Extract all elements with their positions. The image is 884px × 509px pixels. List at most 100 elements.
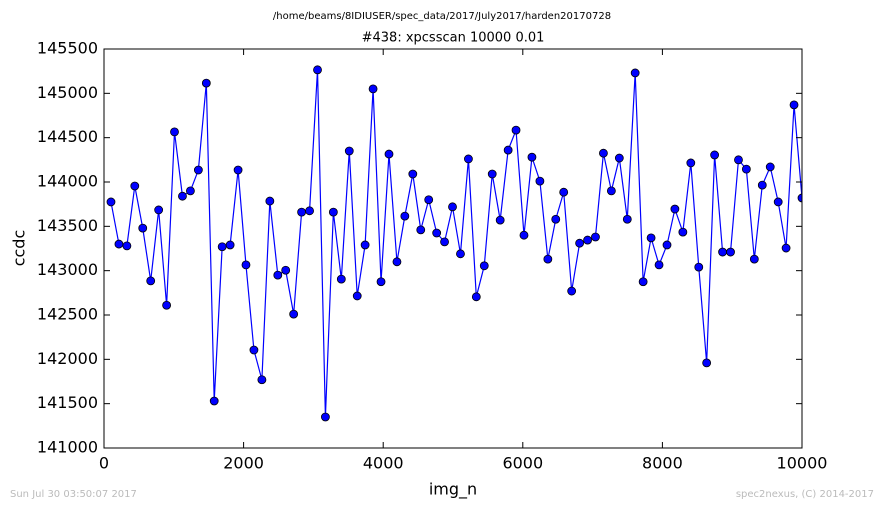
x-tick-label: 8000 — [642, 454, 683, 473]
marker — [376, 277, 386, 287]
marker — [201, 78, 211, 88]
marker — [718, 247, 727, 257]
marker — [424, 195, 434, 205]
marker — [138, 223, 148, 233]
marker — [368, 84, 378, 94]
marker — [122, 241, 132, 251]
marker — [336, 274, 346, 284]
marker — [257, 375, 267, 385]
marker — [193, 165, 203, 175]
marker — [432, 228, 442, 238]
marker — [702, 358, 712, 368]
marker — [352, 291, 362, 301]
chart-title: #438: xpcsscan 10000 0.01 — [362, 31, 545, 46]
marker — [694, 262, 704, 272]
marker — [249, 345, 259, 355]
marker — [281, 265, 291, 275]
marker — [273, 270, 283, 280]
marker — [741, 164, 751, 174]
marker — [630, 68, 640, 78]
marker — [519, 230, 529, 240]
marker — [146, 276, 156, 286]
y-tick-label: 144000 — [37, 172, 98, 191]
footer-left: Sun Jul 30 03:50:07 2017 — [10, 489, 137, 500]
marker — [511, 125, 521, 135]
marker — [662, 240, 672, 250]
marker — [686, 158, 696, 168]
marker — [448, 202, 457, 212]
marker — [765, 162, 775, 172]
marker — [408, 169, 418, 179]
marker — [503, 145, 513, 155]
marker — [384, 149, 394, 159]
x-tick-label: 4000 — [363, 454, 404, 473]
marker — [575, 238, 585, 248]
marker — [114, 239, 124, 249]
marker — [225, 240, 235, 250]
marker — [241, 260, 251, 270]
plot-area — [106, 65, 802, 422]
marker — [646, 233, 656, 243]
marker — [678, 227, 688, 237]
y-axis-label: ccdc — [10, 230, 29, 267]
y-tick-label: 145000 — [37, 83, 98, 102]
marker — [591, 232, 600, 242]
marker — [781, 243, 791, 253]
x-axis-label: img_n — [429, 480, 477, 500]
marker — [527, 152, 537, 162]
marker — [360, 240, 370, 250]
marker — [757, 180, 767, 190]
marker — [471, 292, 481, 302]
y-tick-label: 145500 — [37, 39, 98, 58]
marker — [638, 277, 648, 287]
marker — [559, 187, 569, 197]
y-tick-label: 142500 — [37, 305, 98, 324]
marker — [289, 309, 299, 319]
marker — [456, 249, 465, 259]
marker — [614, 153, 624, 163]
marker — [535, 176, 545, 186]
marker — [726, 247, 735, 257]
marker — [178, 191, 187, 201]
marker — [217, 242, 227, 252]
marker — [440, 237, 449, 247]
marker — [495, 215, 505, 225]
marker — [464, 154, 473, 164]
y-tick-label: 141000 — [37, 438, 98, 457]
x-tick-label: 2000 — [223, 454, 264, 473]
suptitle: /home/beams/8IDIUSER/spec_data/2017/July… — [273, 11, 611, 22]
marker — [710, 150, 720, 160]
y-tick-label: 143000 — [37, 260, 98, 279]
x-tick-label: 0 — [99, 454, 109, 473]
marker — [543, 254, 553, 264]
marker — [773, 197, 783, 207]
marker — [797, 193, 802, 203]
marker — [265, 196, 275, 206]
marker — [622, 214, 632, 224]
marker — [328, 207, 338, 217]
x-tick-label: 6000 — [502, 454, 543, 473]
marker — [567, 286, 577, 296]
marker — [170, 127, 179, 137]
marker — [789, 100, 799, 110]
marker — [186, 186, 195, 196]
marker — [106, 197, 116, 207]
marker — [400, 211, 410, 221]
marker — [551, 214, 561, 224]
y-tick-label: 144500 — [37, 127, 98, 146]
marker — [130, 181, 140, 191]
footer-right: spec2nexus, (C) 2014-2017 — [736, 489, 874, 500]
y-tick-label: 143500 — [37, 216, 98, 235]
marker — [154, 205, 164, 215]
marker — [392, 257, 402, 267]
marker — [162, 300, 172, 310]
y-tick-label: 141500 — [37, 393, 98, 412]
marker — [487, 169, 497, 179]
marker — [321, 412, 330, 422]
marker — [670, 204, 680, 214]
marker — [599, 148, 608, 158]
frame — [103, 48, 803, 449]
marker — [416, 225, 426, 235]
